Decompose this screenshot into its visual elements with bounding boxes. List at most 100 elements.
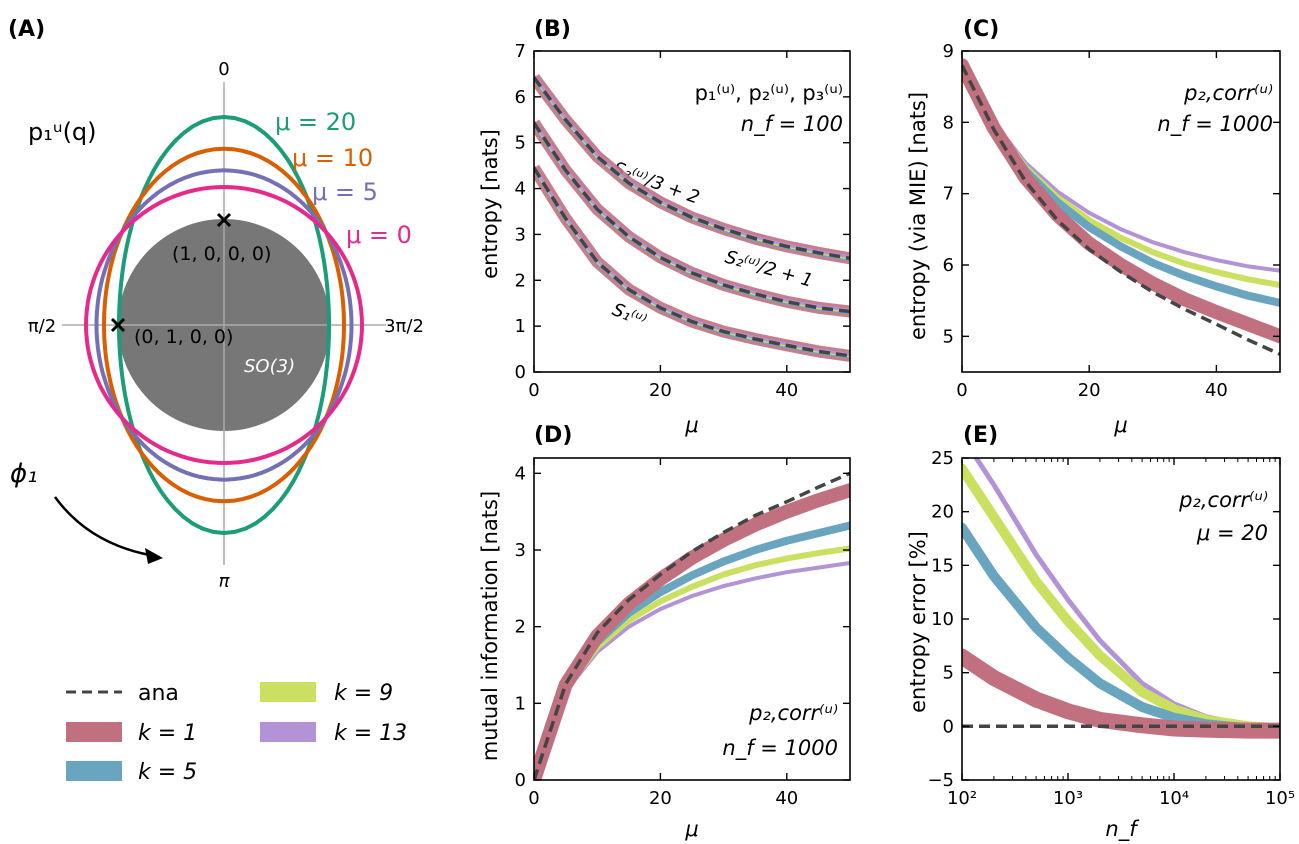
chart-b: 0 1 2 3 4 5 6 7 0 20 40 <box>515 41 851 401</box>
x-tick-label: 40 <box>1205 380 1228 401</box>
point-label-2: (0, 1, 0, 0) <box>134 326 233 348</box>
point-label-1: (1, 0, 0, 0) <box>172 243 271 265</box>
panel-b-annotation-1: p₁⁽ᵘ⁾, p₂⁽ᵘ⁾, p₃⁽ᵘ⁾ <box>695 81 843 105</box>
series-ana-line <box>534 122 850 314</box>
y-tick-label: 3 <box>515 224 526 245</box>
panel-c-ylabel: entropy (via MIE) [nats] <box>906 92 930 340</box>
y-tick-label: 5 <box>943 663 954 684</box>
y-tick-label: 6 <box>515 87 526 108</box>
panel-c-annotation-1: p₂,corr⁽ᵘ⁾ <box>1183 81 1273 105</box>
x-tick-label: 10⁴ <box>1159 788 1189 809</box>
x-tick-label: 20 <box>1078 380 1101 401</box>
panel-b-xlabel: μ <box>684 413 698 437</box>
polar-curve-mu-0 <box>83 184 365 466</box>
tick-bottom: π <box>219 571 231 592</box>
legend-label-k1: k = 1 <box>138 721 197 746</box>
legend-label-ana: ana <box>138 681 179 706</box>
panel-a-label: (A) <box>8 17 45 42</box>
legend-swatch-k1 <box>66 722 122 742</box>
x-tick-label: 10³ <box>1053 788 1083 809</box>
x-tick-label: 0 <box>956 380 967 401</box>
panel-a-title: p₁ᵘ(q) <box>28 118 97 146</box>
plot-frame <box>533 50 851 373</box>
y-tick-label: 0 <box>515 770 526 791</box>
y-tick-label: 9 <box>943 41 954 62</box>
x-tick-label: 0 <box>528 788 539 809</box>
y-tick-label: 4 <box>515 179 526 200</box>
tick-top: 0 <box>218 59 229 80</box>
panel-d-annotation-1: p₂,corr⁽ᵘ⁾ <box>748 701 838 725</box>
y-tick-label: 7 <box>943 184 954 205</box>
y-tick-label: 25 <box>931 448 954 469</box>
point-marker-1 <box>216 212 232 228</box>
polar-curve-mu-20 <box>117 114 331 536</box>
series-ana-line <box>534 471 850 780</box>
legend-label-k5: k = 5 <box>138 760 197 785</box>
plot-area <box>534 74 850 362</box>
panel-b-ylabel: entropy [nats] <box>478 129 502 279</box>
mu10-label: μ = 10 <box>292 144 373 172</box>
y-tick-label: 2 <box>515 617 526 638</box>
x-tick-label: 40 <box>775 380 798 401</box>
y-tick-label: 8 <box>943 112 954 133</box>
y-tick-label: 4 <box>515 463 526 484</box>
panel-c-label: (C) <box>963 17 999 42</box>
tick-right: 3π/2 <box>384 316 424 337</box>
y-tick-label: 6 <box>943 255 954 276</box>
panel-b-label: (B) <box>534 17 571 42</box>
panel-d-ylabel: mutual information [nats] <box>478 491 502 761</box>
y-tick-label: 7 <box>515 41 526 62</box>
y-tick-label: 1 <box>515 693 526 714</box>
legend-swatch-k9 <box>260 682 316 702</box>
point-marker-2 <box>110 317 126 333</box>
y-tick-label: 2 <box>515 270 526 291</box>
x-tick-label: 0 <box>528 380 539 401</box>
panel-b-annotation-2: n_f = 100 <box>741 112 843 137</box>
polar-curve-mu-5 <box>94 168 354 482</box>
polar-curve-mu-10 <box>101 146 347 504</box>
phi-arrowhead <box>145 548 163 564</box>
panel-a: (A) p₁ᵘ(q) 0 π π/2 3π/2 (1, 0, 0, 0) (0,… <box>8 17 424 592</box>
panel-c-xlabel: μ <box>1113 413 1127 437</box>
panel-c-annotation-2: n_f = 1000 <box>1157 112 1273 137</box>
panel-d-xlabel: μ <box>684 817 698 841</box>
panel-d-label: (D) <box>534 423 572 448</box>
x-tick-label: 20 <box>649 788 672 809</box>
plot-frame <box>533 457 851 781</box>
mu0-label: μ = 0 <box>346 221 412 249</box>
x-tick-label: 10⁵ <box>1265 788 1295 809</box>
legend: ana k = 9 k = 1 k = 13 k = 5 <box>66 681 407 785</box>
plot-area <box>962 458 1280 739</box>
legend-swatch-k5 <box>66 761 122 781</box>
panel-e-label: (E) <box>963 423 998 448</box>
plot-frame <box>961 50 1281 373</box>
mu5-label: μ = 5 <box>312 178 378 206</box>
y-tick-label: −5 <box>927 770 954 791</box>
legend-swatch-k13 <box>260 722 316 742</box>
y-tick-label: 1 <box>515 316 526 337</box>
y-tick-label: 0 <box>943 716 954 737</box>
y-tick-label: 3 <box>515 540 526 561</box>
plot-area <box>962 58 1280 356</box>
panel-d-annotation-2: n_f = 1000 <box>722 736 838 761</box>
x-tick-label: 40 <box>775 788 798 809</box>
x-tick-label: 20 <box>649 380 672 401</box>
panel-e-annotation-2: μ = 20 <box>1196 521 1268 545</box>
polar-curves <box>83 114 365 536</box>
y-tick-label: 20 <box>931 502 954 523</box>
series-k5 <box>962 522 1280 735</box>
legend-label-k9: k = 9 <box>334 681 393 706</box>
legend-label-k13: k = 13 <box>334 721 407 746</box>
panel-e-annotation-1: p₂,corr⁽ᵘ⁾ <box>1178 488 1268 512</box>
y-tick-label: 10 <box>931 609 954 630</box>
plot-area <box>534 471 850 780</box>
y-tick-label: 5 <box>943 326 954 347</box>
phi-arrow <box>53 496 156 558</box>
y-tick-label: 5 <box>515 133 526 154</box>
series-ana-line <box>534 76 850 261</box>
phi-label: ϕ₁ <box>10 459 38 489</box>
x-tick-label: 10² <box>947 788 977 809</box>
series-ana-line <box>962 64 1280 356</box>
